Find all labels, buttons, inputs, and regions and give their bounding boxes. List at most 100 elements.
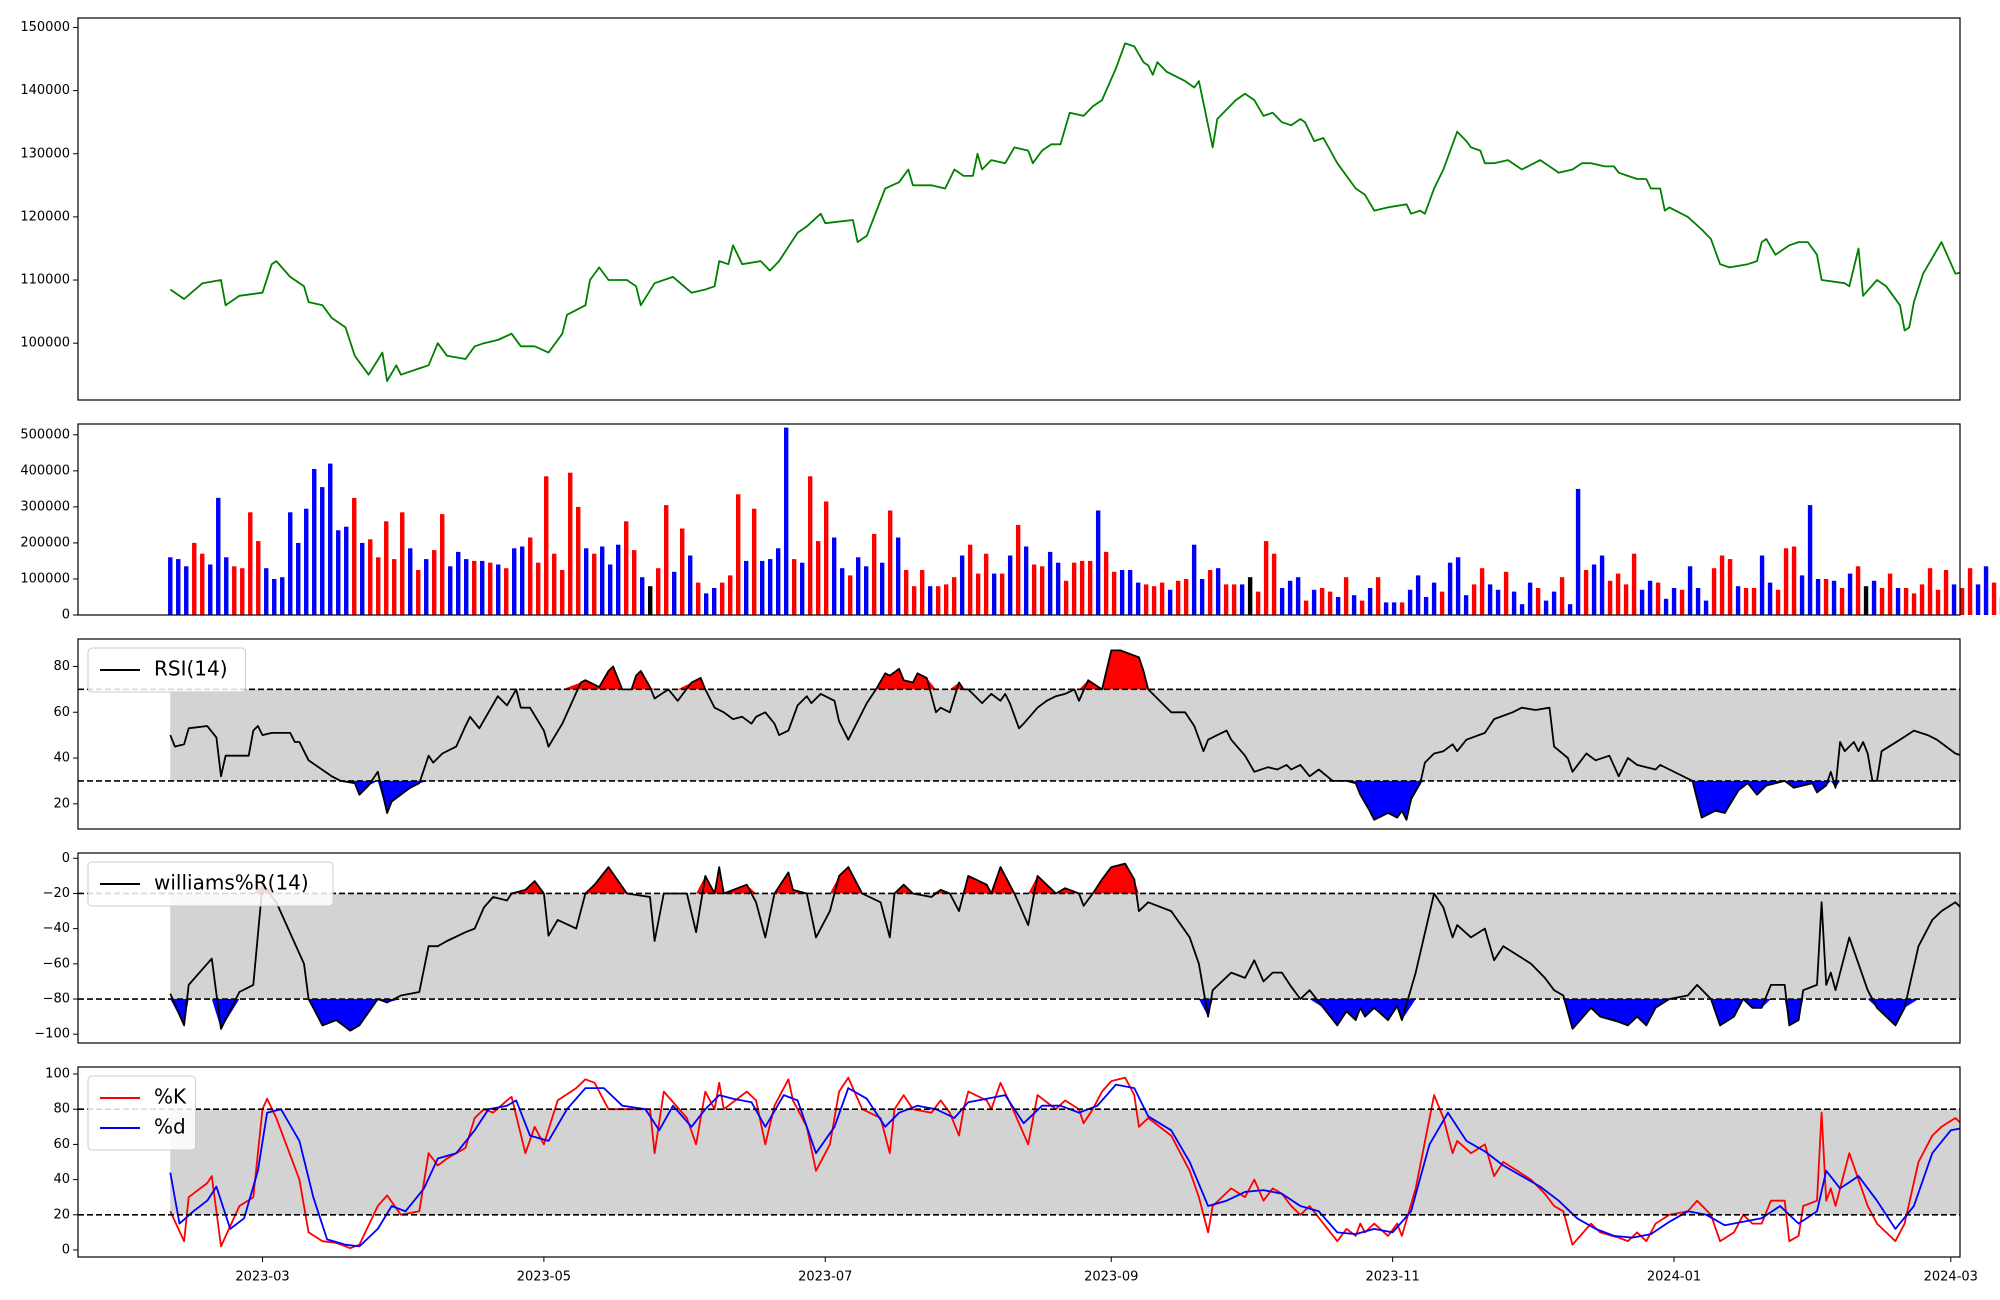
volume-bar	[775, 548, 781, 615]
volume-bar	[1319, 588, 1325, 615]
volume-bar	[1447, 562, 1453, 615]
volume-bar	[815, 541, 821, 615]
volume-bar	[664, 505, 669, 615]
volume-bar	[1751, 588, 1757, 615]
volume-bar	[839, 568, 845, 615]
volume-bar	[1015, 524, 1021, 615]
volume-bar	[1519, 604, 1525, 615]
volume-bar	[1455, 557, 1461, 615]
volume-bar	[1479, 568, 1485, 615]
volume-bar	[528, 537, 533, 615]
rsi-panel: 20 40 60 80 RSI(14)	[53, 638, 1961, 830]
volume-bar	[1383, 602, 1389, 615]
volume-bar	[176, 559, 181, 615]
volume-bar	[1031, 564, 1037, 615]
volume-bar	[1823, 579, 1829, 615]
volume-bar	[727, 575, 733, 615]
x-tick-label: 2023-07	[798, 1270, 852, 1285]
volume-bar	[1175, 580, 1181, 615]
volume-bar	[879, 562, 885, 615]
volume-bar	[616, 544, 621, 615]
volume-bar	[1647, 580, 1653, 615]
volume-bar	[272, 579, 277, 615]
volume-bar	[695, 582, 701, 615]
y-tick-label: −80	[43, 992, 70, 1007]
volume-bar	[248, 512, 253, 615]
volume-bar	[919, 570, 925, 615]
volume-bar	[767, 559, 773, 615]
volume-bar	[488, 562, 493, 615]
volume-bar	[424, 559, 429, 615]
volume-bar	[1575, 488, 1581, 615]
volume-bar	[1247, 577, 1253, 615]
volume-bar	[783, 427, 789, 615]
y-tick-label: 20	[53, 796, 70, 811]
volume-bar	[1487, 584, 1493, 615]
volume-bar	[344, 526, 349, 615]
rsi-line	[169, 649, 1960, 821]
volume-bar	[1287, 580, 1293, 615]
axes-frame	[77, 852, 1961, 1044]
volume-bar	[1375, 577, 1381, 615]
volume-bar	[1631, 553, 1637, 615]
volume-bar	[208, 564, 213, 615]
y-tick-label: −100	[34, 1027, 70, 1042]
volume-bar	[672, 571, 677, 615]
volume-bar	[328, 463, 333, 615]
volume-bar	[1207, 570, 1213, 615]
volume-bar	[1335, 597, 1341, 615]
x-tick-label: 2023-09	[1084, 1270, 1138, 1285]
y-tick-label: 400000	[20, 463, 70, 478]
volume-bar	[168, 557, 173, 615]
legend-label: RSI(14)	[154, 657, 228, 681]
volume-bar	[1911, 593, 1917, 615]
y-tick-label: 20	[53, 1207, 70, 1222]
volume-bar	[520, 546, 525, 615]
volume-bar	[1511, 591, 1517, 615]
volume-bar	[967, 544, 973, 615]
volume-bar	[1391, 602, 1397, 615]
volume-bar	[1183, 579, 1189, 615]
y-tick-label: 150000	[20, 20, 70, 35]
volume-bar	[536, 562, 541, 615]
x-tick-label: 2023-11	[1365, 1270, 1419, 1285]
volume-bar	[600, 546, 605, 615]
volume-bar	[376, 557, 381, 615]
volume-bar	[1231, 584, 1237, 615]
volume-bar	[1847, 573, 1853, 615]
volume-bar	[1223, 584, 1229, 615]
volume-bar	[719, 582, 725, 615]
volume-bar	[927, 586, 933, 615]
volume-bar	[1991, 582, 1997, 615]
volume-bar	[1543, 600, 1549, 615]
volume-bar	[847, 575, 853, 615]
volume-bar	[1727, 559, 1733, 615]
volume-bar	[1359, 600, 1365, 615]
volume-bar	[1599, 555, 1605, 615]
volume-bar	[1743, 588, 1749, 615]
volume-bar	[296, 542, 301, 615]
volume-bar	[1655, 582, 1661, 615]
y-tick-label: 60	[53, 1137, 70, 1152]
axes-frame	[77, 1066, 1961, 1258]
volume-bar	[1343, 577, 1349, 615]
volume-bar	[648, 586, 653, 615]
threshold-band	[170, 689, 1960, 781]
volume-bar	[552, 553, 557, 615]
volume-bar	[1087, 560, 1093, 615]
y-tick-label: 140000	[20, 83, 70, 98]
volume-bar	[440, 514, 445, 615]
volume-bar	[416, 570, 421, 615]
volume-bar	[456, 551, 461, 615]
y-tick-label: 200000	[20, 535, 70, 550]
volume-bar	[951, 577, 957, 615]
legend-label: williams%R(14)	[154, 871, 309, 895]
volume-bar	[983, 553, 989, 615]
volume-bar	[1983, 566, 1989, 615]
volume-bar	[1095, 510, 1101, 615]
volume-bar	[1943, 570, 1949, 615]
volume-bar	[1887, 573, 1893, 615]
volume-bar	[560, 570, 565, 615]
volume-bar	[1527, 582, 1533, 615]
volume-bar	[504, 568, 509, 615]
